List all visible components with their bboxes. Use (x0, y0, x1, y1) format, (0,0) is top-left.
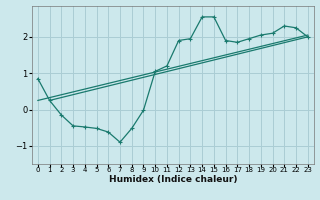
X-axis label: Humidex (Indice chaleur): Humidex (Indice chaleur) (108, 175, 237, 184)
